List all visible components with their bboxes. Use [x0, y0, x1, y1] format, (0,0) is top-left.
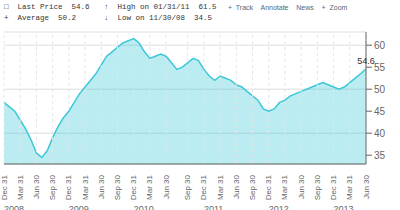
svg-text:Jun 30: Jun 30	[362, 174, 371, 199]
svg-text:Mar 31: Mar 31	[280, 174, 289, 199]
svg-text:45: 45	[374, 106, 386, 117]
svg-text:Dec 31: Dec 31	[8, 174, 9, 200]
svg-text:2013: 2013	[334, 204, 354, 210]
svg-text:Dec 31: Dec 31	[264, 174, 273, 200]
svg-text:Jun 30: Jun 30	[32, 174, 41, 199]
html-text:50.2: 50.2	[58, 14, 76, 22]
svg-text:2011: 2011	[204, 204, 223, 210]
html-text:↑ High on 01/31/11: ↑ High on 01/31/11	[104, 3, 190, 11]
svg-text:Mar 31: Mar 31	[16, 174, 25, 199]
svg-text:Sep 30: Sep 30	[113, 174, 122, 200]
svg-text:2009: 2009	[69, 204, 89, 210]
svg-text:60: 60	[374, 40, 386, 51]
svg-text:Mar 31: Mar 31	[216, 174, 225, 199]
svg-text:Jun 30: Jun 30	[162, 174, 171, 199]
svg-text:Sep 30: Sep 30	[183, 174, 192, 200]
svg-text:40: 40	[374, 128, 386, 139]
svg-text:2010: 2010	[134, 204, 154, 210]
html-text:□ Last Price: □ Last Price	[4, 3, 63, 11]
html-text:61.5: 61.5	[198, 3, 217, 11]
svg-text:Jun 30: Jun 30	[297, 174, 306, 199]
svg-text:Mar 31: Mar 31	[145, 174, 154, 199]
svg-text:Dec 31: Dec 31	[129, 174, 138, 200]
svg-text:Sep 30: Sep 30	[48, 174, 57, 200]
svg-text:Sep 30: Sep 30	[313, 174, 322, 200]
html-text:54.6: 54.6	[71, 3, 90, 11]
svg-text:54.6: 54.6	[357, 56, 375, 66]
html-text:↓ Low on 11/30/08: ↓ Low on 11/30/08	[104, 14, 185, 22]
svg-text:50: 50	[374, 84, 386, 95]
svg-text:Mar 31: Mar 31	[81, 174, 90, 199]
html-text:34.5: 34.5	[194, 14, 212, 22]
html-text:+ Average: + Average	[4, 14, 49, 22]
svg-text:Dec 31: Dec 31	[329, 174, 338, 200]
svg-text:Dec 31: Dec 31	[64, 174, 73, 200]
html-text:+ Track Annotate News + Zoom: + Track Annotate News + Zoom	[228, 4, 348, 11]
svg-text:Sep 30: Sep 30	[248, 174, 257, 200]
svg-text:2012: 2012	[269, 204, 289, 210]
svg-text:35: 35	[374, 150, 386, 161]
svg-text:Dec 31: Dec 31	[199, 174, 208, 200]
svg-text:Jun 30: Jun 30	[232, 174, 241, 199]
svg-text:55: 55	[374, 62, 386, 73]
svg-text:Mar 31: Mar 31	[345, 174, 354, 199]
svg-text:2008: 2008	[8, 204, 24, 210]
svg-text:Jun 30: Jun 30	[97, 174, 106, 199]
